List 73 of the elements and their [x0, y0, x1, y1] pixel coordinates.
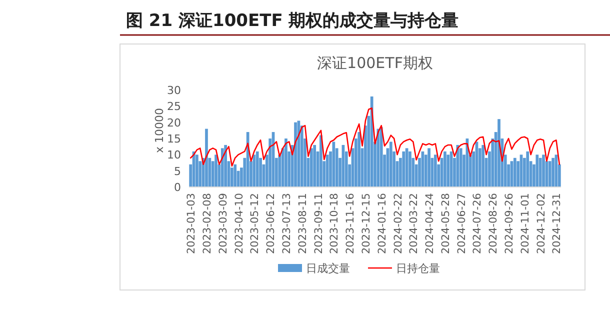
- bar: [224, 144, 227, 187]
- bar: [446, 154, 450, 187]
- y-tick-label: 30: [167, 84, 181, 97]
- chart-title: 图 21 深证100ETF 期权的成交量与持仓量: [126, 11, 459, 31]
- bar: [332, 142, 336, 187]
- bar: [402, 151, 406, 187]
- x-tick-label: 2023-03-09: [217, 193, 230, 254]
- y-tick-label: 5: [174, 164, 181, 178]
- bar: [542, 154, 545, 187]
- bar: [294, 122, 297, 187]
- bar: [408, 151, 412, 187]
- x-tick-label: 2024-11-01: [519, 193, 532, 254]
- legend-label: 日成交量: [306, 262, 350, 275]
- x-tick-label: 2024-04-24: [424, 192, 436, 254]
- bar: [456, 144, 460, 187]
- x-tick-label: 2024-07-26: [472, 192, 484, 254]
- x-tick-label: 2024-06-27: [456, 193, 468, 254]
- x-tick-label: 2023-09-11: [312, 193, 325, 254]
- x-tick-label: 2023-12-15: [360, 193, 372, 254]
- bar: [370, 96, 374, 187]
- bar: [389, 142, 392, 187]
- bar: [552, 158, 554, 187]
- bar: [320, 135, 322, 187]
- y-tick-label: 20: [167, 116, 181, 130]
- y-tick-label: 15: [167, 132, 181, 146]
- bar: [214, 154, 218, 187]
- x-tick-label: 2023-05-12: [249, 193, 262, 254]
- bar: [434, 154, 437, 187]
- bar: [459, 148, 462, 187]
- x-tick-label: 2024-09-26: [504, 192, 516, 254]
- legend-label: 日持仓量: [396, 262, 440, 275]
- x-tick-label: 2024-05-28: [440, 193, 452, 254]
- y-tick-label: 25: [167, 100, 181, 114]
- bar: [310, 148, 313, 187]
- bar: [548, 161, 552, 187]
- x-tick-label: 2023-07-13: [280, 193, 293, 254]
- bar: [526, 151, 530, 187]
- bar: [220, 148, 224, 187]
- x-tick-label: 2024-02-22: [392, 193, 404, 254]
- bar: [538, 158, 542, 187]
- bar: [444, 151, 446, 187]
- x-tick-label: 2023-08-11: [296, 193, 309, 254]
- bar: [380, 127, 383, 187]
- x-tick-label: 2023-04-10: [233, 193, 246, 254]
- bar: [196, 154, 198, 187]
- bar: [498, 119, 500, 187]
- bar: [313, 144, 316, 187]
- chart-subtitle: 深证100ETF期权: [317, 54, 433, 72]
- bar: [536, 154, 539, 187]
- bar: [284, 138, 288, 187]
- y-axis-title: x 10000: [153, 108, 166, 153]
- y-tick-label: 10: [167, 148, 181, 162]
- bar: [376, 128, 380, 187]
- line-series: [190, 107, 560, 167]
- x-tick-label: 2023-11-16: [344, 192, 357, 254]
- bar: [256, 151, 259, 187]
- x-tick-label: 2024-03-22: [408, 193, 420, 254]
- bar: [205, 128, 208, 187]
- x-tick-label: 2023-01-03: [186, 193, 198, 254]
- x-tick-label: 2024-12-02: [535, 193, 548, 254]
- bar: [428, 148, 430, 187]
- x-tick-label: 2024-12-31: [551, 193, 564, 254]
- bar: [252, 154, 256, 187]
- bar: [482, 144, 485, 187]
- x-tick-label: 2024-08-26: [488, 192, 500, 254]
- bar: [513, 158, 516, 187]
- x-tick-label: 2023-06-12: [265, 193, 278, 254]
- x-tick-label: 2023-02-08: [201, 193, 214, 254]
- y-tick-label: 0: [174, 181, 181, 194]
- bar: [234, 164, 237, 187]
- x-tick-label: 2024-01-16: [376, 192, 388, 254]
- bar: [358, 132, 361, 187]
- x-tick-label: 2023-10-18: [328, 193, 341, 254]
